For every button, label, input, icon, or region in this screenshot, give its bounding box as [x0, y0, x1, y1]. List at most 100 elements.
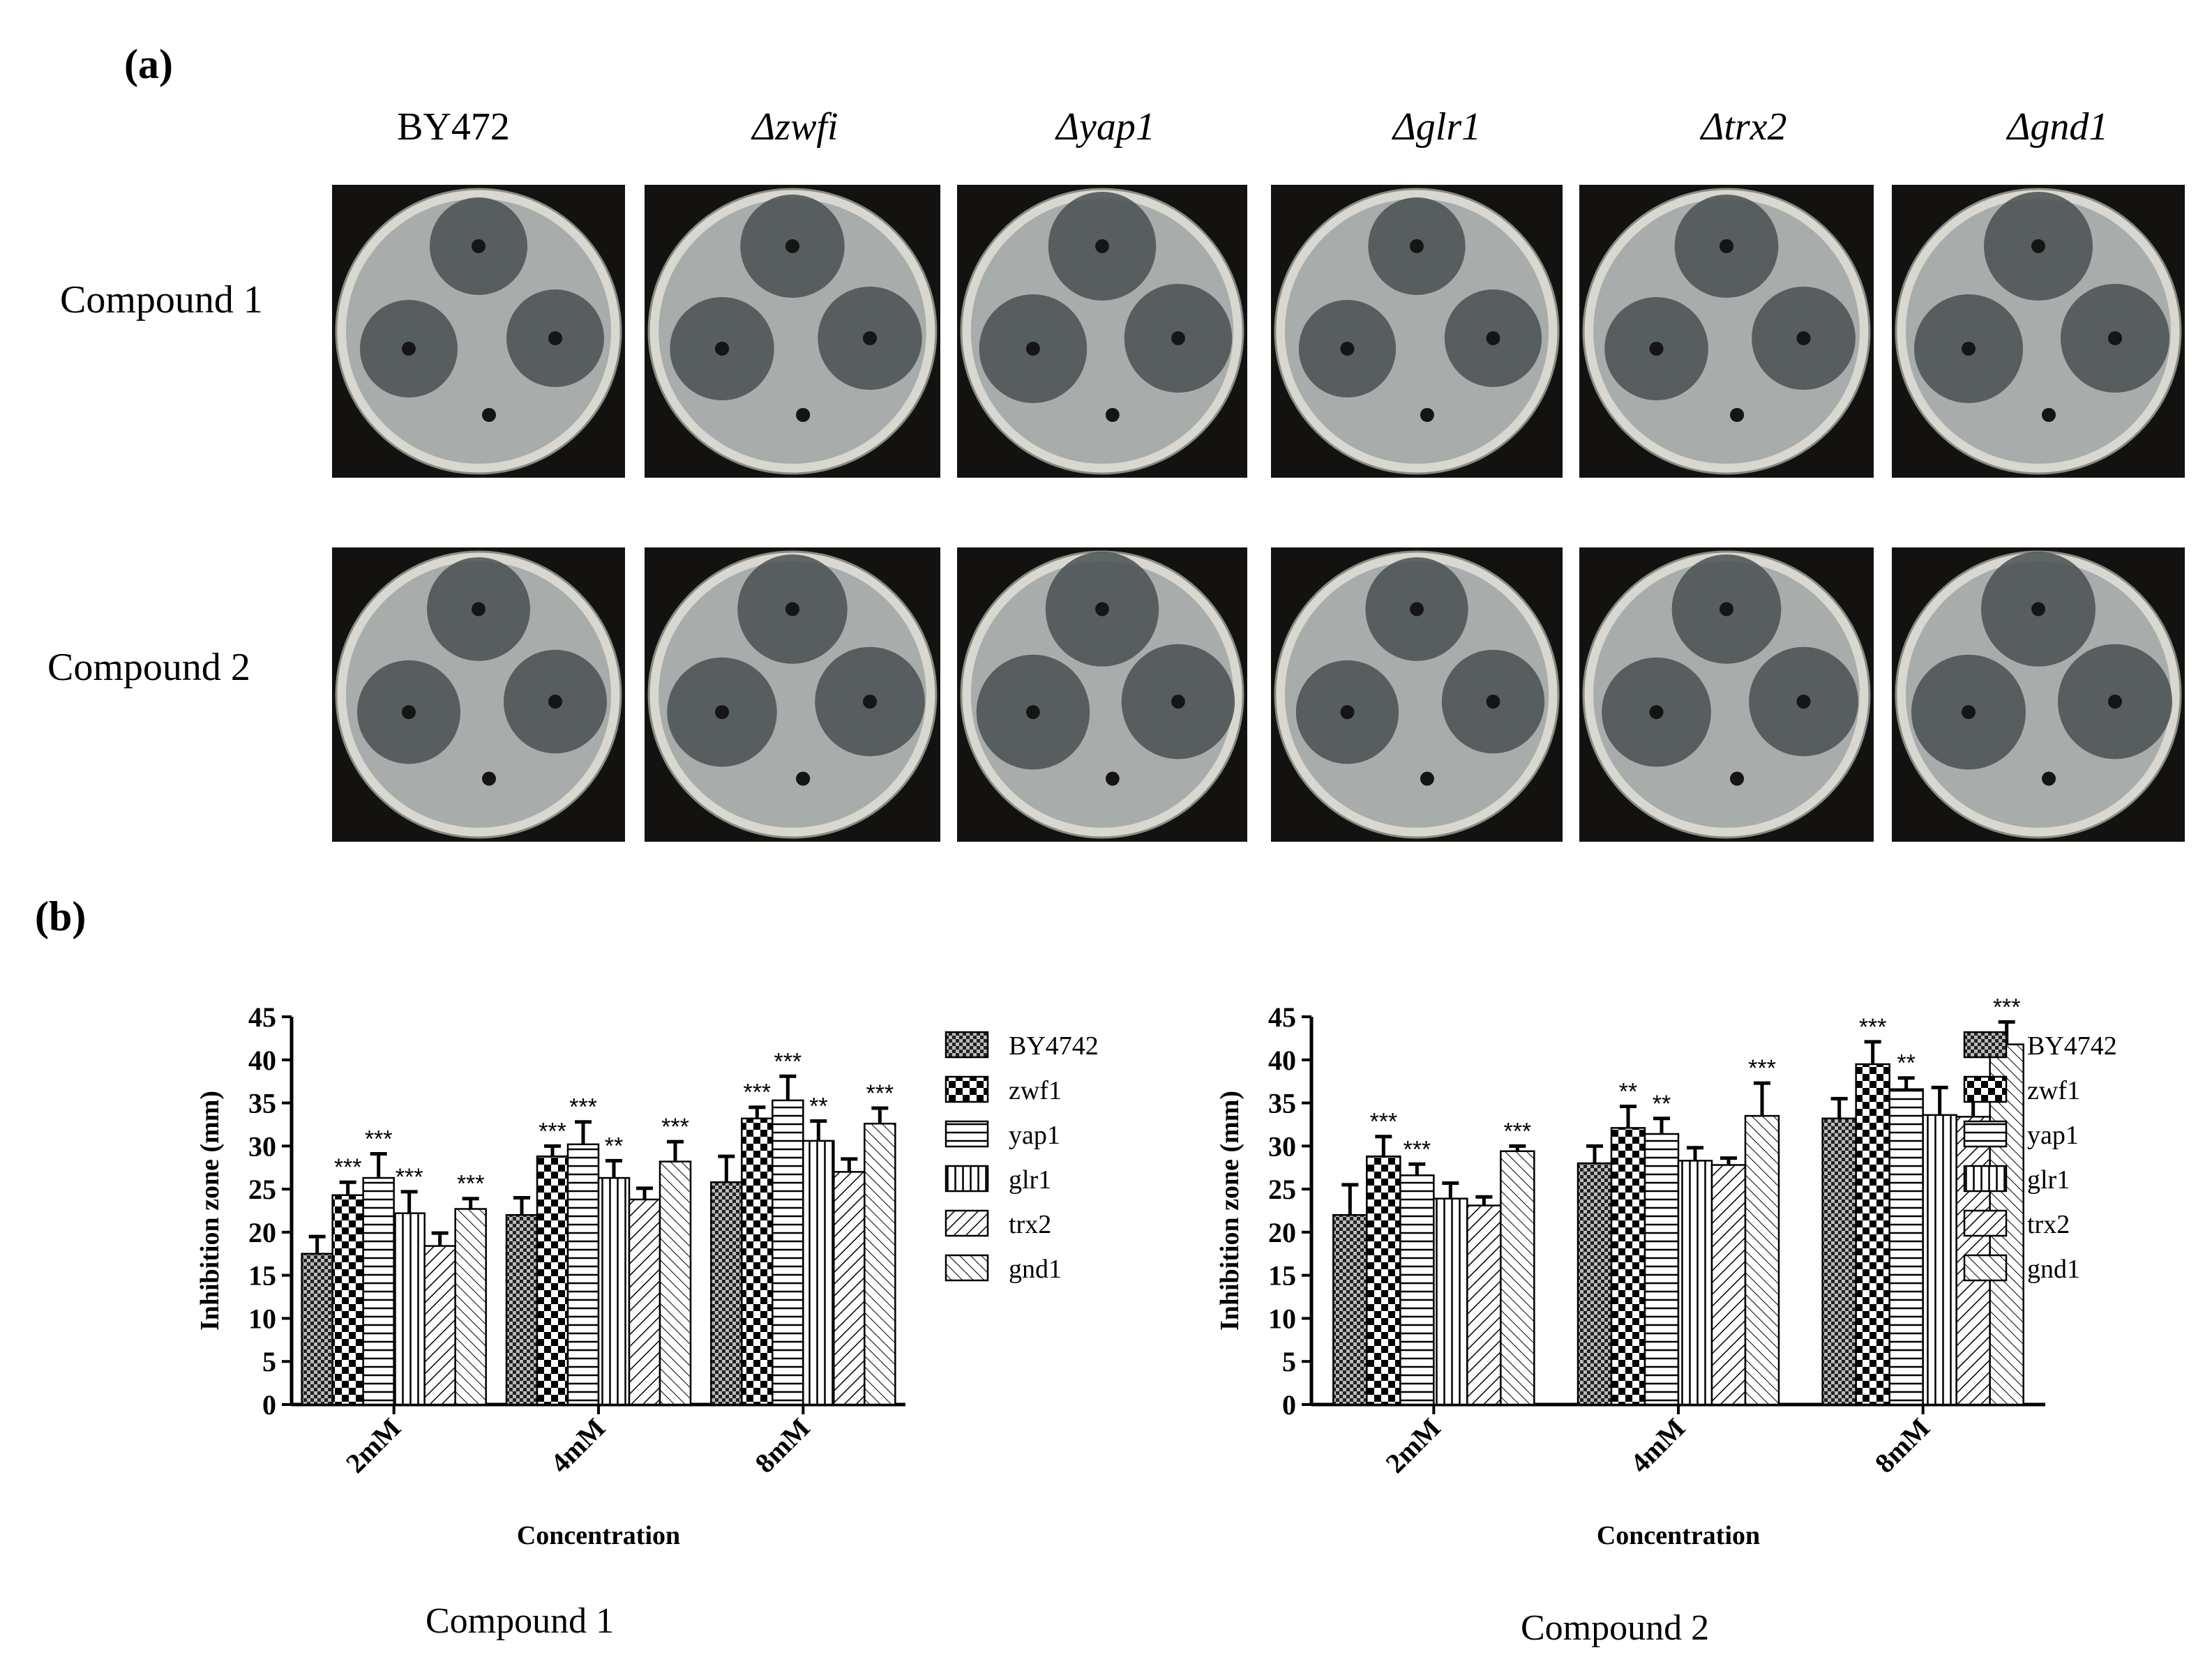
petri-plate-photo	[1579, 185, 1874, 478]
significance-label: ***	[1993, 994, 2021, 1020]
y-axis-label: Inhibition zone (mm)	[1215, 1091, 1244, 1331]
bar-gnd1-4mM	[659, 1160, 692, 1406]
legend-swatch-trx2	[1963, 1209, 2008, 1237]
legend-label-BY4742: BY4742	[1009, 1031, 1099, 1061]
x-axis-label: Concentration	[1597, 1521, 1760, 1550]
bar-zwf1-2mM	[1366, 1155, 1401, 1406]
bar-trx2-4mM	[1710, 1164, 1747, 1406]
bar-yap1-4mM	[566, 1143, 600, 1406]
y-tick-label: 25	[1268, 1174, 1296, 1205]
petri-plate-photo	[332, 547, 625, 842]
y-tick-label: 5	[262, 1346, 276, 1377]
legend-label-gnd1: gnd1	[1009, 1255, 1062, 1284]
legend-swatch-glr1	[945, 1165, 989, 1193]
bar-yap1-8mM	[772, 1099, 804, 1406]
petri-plate-photo	[1271, 185, 1563, 478]
significance-label: ***	[774, 1048, 802, 1075]
bar-glr1-8mM	[802, 1140, 835, 1406]
legend-label-glr1: glr1	[1009, 1165, 1051, 1195]
strain-label: Δtrx2	[1701, 105, 1787, 149]
strain-label: Δzwfi	[752, 105, 838, 149]
bar-BY4742-8mM	[710, 1181, 743, 1406]
strain-label: Δglr1	[1392, 105, 1482, 149]
strain-label: Δyap1	[1056, 105, 1155, 149]
legend-swatch-glr1	[1963, 1165, 2008, 1193]
significance-label: ***	[1403, 1136, 1431, 1163]
bar-gnd1-4mM	[1744, 1114, 1780, 1406]
x-tick-label: 4mM	[1624, 1412, 1691, 1479]
significance-label: **	[605, 1133, 623, 1159]
legend-label-zwf1: zwf1	[1009, 1076, 1062, 1105]
y-tick-label: 35	[1268, 1088, 1296, 1119]
petri-plate-photo	[332, 185, 625, 478]
legend-swatch-BY4742	[1963, 1031, 2008, 1059]
x-tick-label: 2mM	[1379, 1412, 1446, 1479]
petri-plate-photo	[1579, 547, 1874, 842]
bar-zwf1-4mM	[1610, 1127, 1646, 1406]
y-tick-label: 20	[1268, 1217, 1296, 1248]
chart-caption-compound-1: Compound 1	[426, 1601, 615, 1641]
legend-swatch-gnd1	[945, 1254, 989, 1282]
bar-glr1-2mM	[393, 1212, 426, 1406]
y-tick-label: 35	[248, 1088, 276, 1119]
x-tick-label: 8mM	[1869, 1412, 1936, 1479]
bar-glr1-4mM	[1677, 1160, 1713, 1406]
y-tick-label: 0	[262, 1389, 276, 1421]
significance-label: ***	[539, 1118, 566, 1144]
y-tick-label: 25	[248, 1174, 276, 1205]
y-tick-label: 20	[248, 1217, 276, 1248]
y-axis-label: Inhibition zone (mm)	[195, 1091, 225, 1331]
bar-glr1-8mM	[1922, 1114, 1957, 1406]
legend-swatch-zwf1	[945, 1075, 989, 1103]
bar-gnd1-8mM	[864, 1122, 896, 1406]
y-tick-label: 0	[1282, 1389, 1296, 1421]
legend-label-glr1: glr1	[2027, 1165, 2070, 1195]
bar-trx2-8mM	[833, 1171, 866, 1406]
panel-a-label: (a)	[124, 41, 173, 87]
y-tick-label: 15	[1268, 1260, 1296, 1292]
significance-label: **	[1619, 1078, 1637, 1105]
legend-swatch-yap1	[1963, 1120, 2008, 1148]
chart-caption-compound-2: Compound 2	[1521, 1608, 1710, 1648]
bar-gnd1-2mM	[1500, 1150, 1535, 1406]
x-tick-label: 4mM	[544, 1412, 611, 1479]
y-tick-label: 45	[248, 1001, 276, 1033]
legend-label-trx2: trx2	[2027, 1210, 2070, 1239]
legend-label-zwf1: zwf1	[2027, 1076, 2080, 1105]
y-tick-label: 45	[1268, 1001, 1296, 1033]
y-tick-label: 10	[248, 1303, 276, 1334]
y-tick-label: 30	[248, 1130, 276, 1162]
legend-label-BY4742: BY4742	[2027, 1031, 2117, 1061]
petri-plate-photo	[1271, 547, 1563, 842]
significance-label: ***	[1369, 1109, 1397, 1135]
significance-label: **	[1897, 1050, 1915, 1077]
bar-yap1-4mM	[1643, 1133, 1680, 1406]
panel-b-label: (b)	[35, 893, 86, 939]
x-tick-label: 2mM	[340, 1412, 407, 1479]
y-tick-label: 10	[1268, 1303, 1296, 1334]
significance-label: ***	[1503, 1118, 1531, 1144]
bar-zwf1-8mM	[741, 1117, 774, 1406]
bar-BY4742-2mM	[1332, 1213, 1368, 1406]
significance-label: ***	[1859, 1014, 1887, 1040]
legend-swatch-gnd1	[1963, 1254, 2008, 1282]
bar-trx2-2mM	[423, 1245, 456, 1406]
y-tick-label: 40	[1268, 1045, 1296, 1076]
x-axis-label: Concentration	[517, 1521, 680, 1550]
bar-glr1-2mM	[1433, 1197, 1468, 1406]
legend-label-gnd1: gnd1	[2027, 1255, 2080, 1284]
bar-chart-compound-2: 0 5 10 15 20 25 30 35 40 45 Inhibition zone (mm) **…	[1215, 994, 2117, 1550]
bar-yap1-8mM	[1888, 1088, 1924, 1406]
y-tick-label: 30	[1268, 1130, 1296, 1162]
bar-trx2-2mM	[1466, 1204, 1502, 1406]
bar-zwf1-4mM	[536, 1155, 569, 1406]
bar-gnd1-2mM	[454, 1208, 487, 1406]
y-tick-label: 40	[248, 1045, 276, 1076]
significance-label: ***	[569, 1094, 597, 1121]
bar-zwf1-2mM	[331, 1194, 364, 1406]
petri-plate-photo	[957, 547, 1247, 842]
x-tick-label: 8mM	[748, 1412, 815, 1479]
legend-swatch-trx2	[945, 1209, 989, 1237]
significance-label: ***	[866, 1080, 894, 1107]
significance-label: **	[1653, 1091, 1671, 1117]
